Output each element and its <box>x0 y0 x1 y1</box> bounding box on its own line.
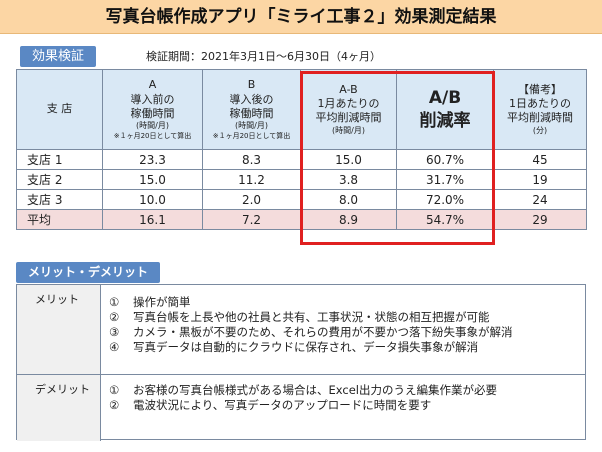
cell-before: 23.3 <box>102 149 203 170</box>
cell-minutes: 45 <box>493 149 587 170</box>
list-item: ① 操作が簡単 <box>109 295 191 309</box>
demerit-list: ① お客様の写真台帳様式がある場合は、Excel出力のうえ編集作業が必要 ② 電波状… <box>109 383 497 413</box>
cell-branch: 支店 1 <box>16 149 103 170</box>
list-item: ① お客様の写真台帳様式がある場合は、Excel出力のうえ編集作業が必要 <box>109 383 497 397</box>
cell-reduction: 8.9 <box>300 209 397 230</box>
table-header-row: 支 店 A 導入前の 稼働時間 (時間/月) ※１ヶ月20日として算出 B 導入… <box>16 69 587 150</box>
cell-minutes: 29 <box>493 209 587 230</box>
cell-minutes: 24 <box>493 189 587 210</box>
results-table: 支 店 A 導入前の 稼働時間 (時間/月) ※１ヶ月20日として算出 B 導入… <box>16 69 587 230</box>
cell-after: 7.2 <box>202 209 301 230</box>
cell-branch: 支店 2 <box>16 169 103 190</box>
cell-branch: 支店 3 <box>16 189 103 210</box>
cell-reduction-rate: 31.7% <box>396 169 494 190</box>
cell-reduction-rate: 54.7% <box>396 209 494 230</box>
merit-demerit-box: メリット ① 操作が簡単 ② 写真台帳を上長や他の社員と共有、工事状況・状態の相互把… <box>16 284 586 441</box>
cell-before: 10.0 <box>102 189 203 210</box>
verification-period: 検証期間：2021年3月1日～6月30日（4ヶ月） <box>146 50 381 63</box>
table-row: 支店 1 23.3 8.3 15.0 60.7% 45 <box>16 149 587 170</box>
header-branch: 支 店 <box>16 69 103 150</box>
list-item: ② 写真台帳を上長や他の社員と共有、工事状況・状態の相互把握が可能 <box>109 310 490 324</box>
cell-reduction: 15.0 <box>300 149 397 170</box>
merit-list: ① 操作が簡単 ② 写真台帳を上長や他の社員と共有、工事状況・状態の相互把握が可能 … <box>109 295 513 355</box>
cell-reduction-rate: 72.0% <box>396 189 494 210</box>
demerit-label: デメリット <box>17 375 101 441</box>
header-after: B 導入後の 稼働時間 (時間/月) ※１ヶ月20日として算出 <box>202 69 301 150</box>
cell-reduction-rate: 60.7% <box>396 149 494 170</box>
cell-minutes: 19 <box>493 169 587 190</box>
list-item: ④ 写真データは自動的にクラウドに保存され、データ損失事象が解消 <box>109 340 479 354</box>
table-row: 支店 2 15.0 11.2 3.8 31.7% 19 <box>16 169 587 190</box>
cell-after: 11.2 <box>202 169 301 190</box>
header-remarks: 【備考】 1日あたりの 平均削減時間 (分) <box>493 69 587 150</box>
cell-before: 15.0 <box>102 169 203 190</box>
demerit-row: デメリット ① お客様の写真台帳様式がある場合は、Excel出力のうえ編集作業が必… <box>17 375 585 441</box>
merit-section-tag: メリット・デメリット <box>16 262 161 283</box>
cell-reduction: 3.8 <box>300 169 397 190</box>
header-before: A 導入前の 稼働時間 (時間/月) ※１ヶ月20日として算出 <box>102 69 203 150</box>
list-item: ③ カメラ・黒板が不要のため、それらの費用が不要かつ落下紛失事象が解消 <box>109 325 513 339</box>
header-reduction-rate: A/B 削減率 <box>396 69 494 150</box>
page-title: 写真台帳作成アプリ「ミライ工事２」効果測定結果 <box>0 0 602 34</box>
cell-reduction: 8.0 <box>300 189 397 210</box>
merit-label: メリット <box>17 285 101 374</box>
cell-before: 16.1 <box>102 209 203 230</box>
cell-after: 2.0 <box>202 189 301 210</box>
merit-row: メリット ① 操作が簡単 ② 写真台帳を上長や他の社員と共有、工事状況・状態の相互把… <box>17 285 585 375</box>
list-item: ② 電波状況により、写真データのアップロードに時間を要す <box>109 398 432 412</box>
table-row: 支店 3 10.0 2.0 8.0 72.0% 24 <box>16 189 587 210</box>
cell-branch: 平均 <box>16 209 103 230</box>
header-reduction: A-B 1月あたりの 平均削減時間 (時間/月) <box>300 69 397 150</box>
table-row-average: 平均 16.1 7.2 8.9 54.7% 29 <box>16 209 587 230</box>
effect-section-tag: 効果検証 <box>20 46 97 67</box>
cell-after: 8.3 <box>202 149 301 170</box>
